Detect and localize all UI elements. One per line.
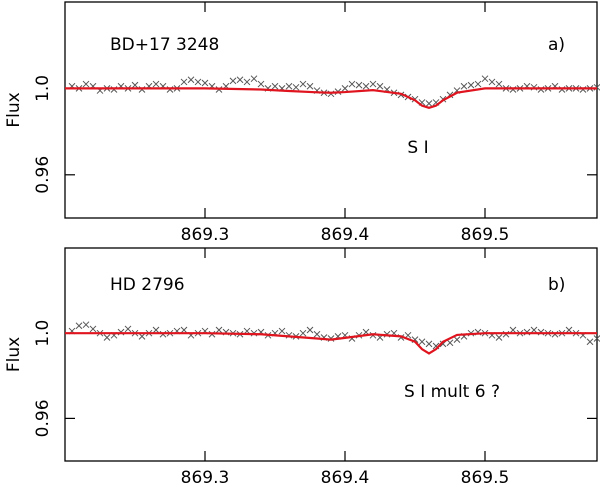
data-point [138, 333, 146, 340]
model-line [65, 87, 597, 109]
x-tick-label: 869.4 [321, 225, 370, 245]
data-point [481, 75, 489, 83]
data-point [362, 82, 370, 90]
data-point [418, 338, 426, 346]
data-point [243, 78, 251, 86]
data-point [341, 85, 349, 92]
annotation: S I [407, 138, 428, 158]
annotation: BD+17 3248 [110, 35, 219, 55]
data-point [355, 81, 363, 89]
data-point [250, 75, 258, 83]
data-point [75, 322, 83, 330]
data-point [152, 326, 160, 334]
data-point [187, 76, 195, 84]
data-point [89, 325, 97, 333]
data-point [257, 80, 265, 88]
data-point [124, 325, 132, 333]
data-point [131, 81, 139, 89]
annotation: HD 2796 [110, 275, 185, 295]
data-point [467, 81, 475, 89]
data-point [453, 336, 461, 343]
annotation: S I mult 6 ? [404, 382, 500, 402]
data-point [586, 338, 594, 346]
data-point [299, 329, 307, 337]
annotation: a) [548, 35, 565, 55]
data-point [593, 335, 600, 342]
data-point [236, 76, 244, 84]
annotation: b) [548, 275, 565, 295]
data-point [194, 78, 202, 86]
data-point [425, 340, 433, 348]
data-point [201, 79, 209, 87]
data-point [271, 82, 279, 90]
data-point [565, 326, 573, 334]
y-tick-label: 0.96 [33, 156, 53, 194]
model-line [65, 332, 597, 355]
data-point [180, 326, 188, 334]
data-point [299, 80, 307, 88]
data-point [313, 330, 321, 338]
x-tick-label: 869.4 [321, 468, 370, 487]
data-point [82, 80, 90, 88]
data-point [446, 339, 454, 347]
x-tick-label: 869.5 [461, 225, 510, 245]
plot-frame [64, 247, 598, 462]
data-point [103, 334, 111, 341]
data-point [488, 78, 496, 86]
data-point [425, 100, 433, 107]
data-point [369, 80, 377, 88]
data-point [278, 327, 286, 335]
data-point [495, 80, 503, 88]
x-tick-label: 869.5 [461, 468, 510, 487]
data-point [348, 80, 356, 88]
x-tick-label: 869.3 [181, 468, 230, 487]
y-tick-label: 1.0 [33, 75, 53, 102]
data-point [292, 83, 300, 91]
y-tick-label: 0.96 [33, 399, 53, 437]
data-point [215, 326, 223, 334]
data-point [82, 321, 90, 329]
data-point [474, 80, 482, 88]
data-point [376, 82, 384, 90]
data-point [285, 82, 293, 90]
data-point [306, 326, 314, 334]
data-point [530, 326, 538, 334]
y-axis-label: Flux [4, 92, 24, 127]
data-point [460, 82, 468, 90]
x-tick-label: 869.3 [181, 225, 230, 245]
data-point [180, 78, 188, 86]
y-axis-label: Flux [4, 337, 24, 372]
plot-frame [64, 1, 598, 219]
data-point [152, 80, 160, 88]
data-point [306, 82, 314, 90]
data-point [495, 334, 503, 341]
data-point [229, 77, 237, 85]
y-tick-label: 1.0 [33, 320, 53, 347]
data-point [509, 326, 517, 334]
